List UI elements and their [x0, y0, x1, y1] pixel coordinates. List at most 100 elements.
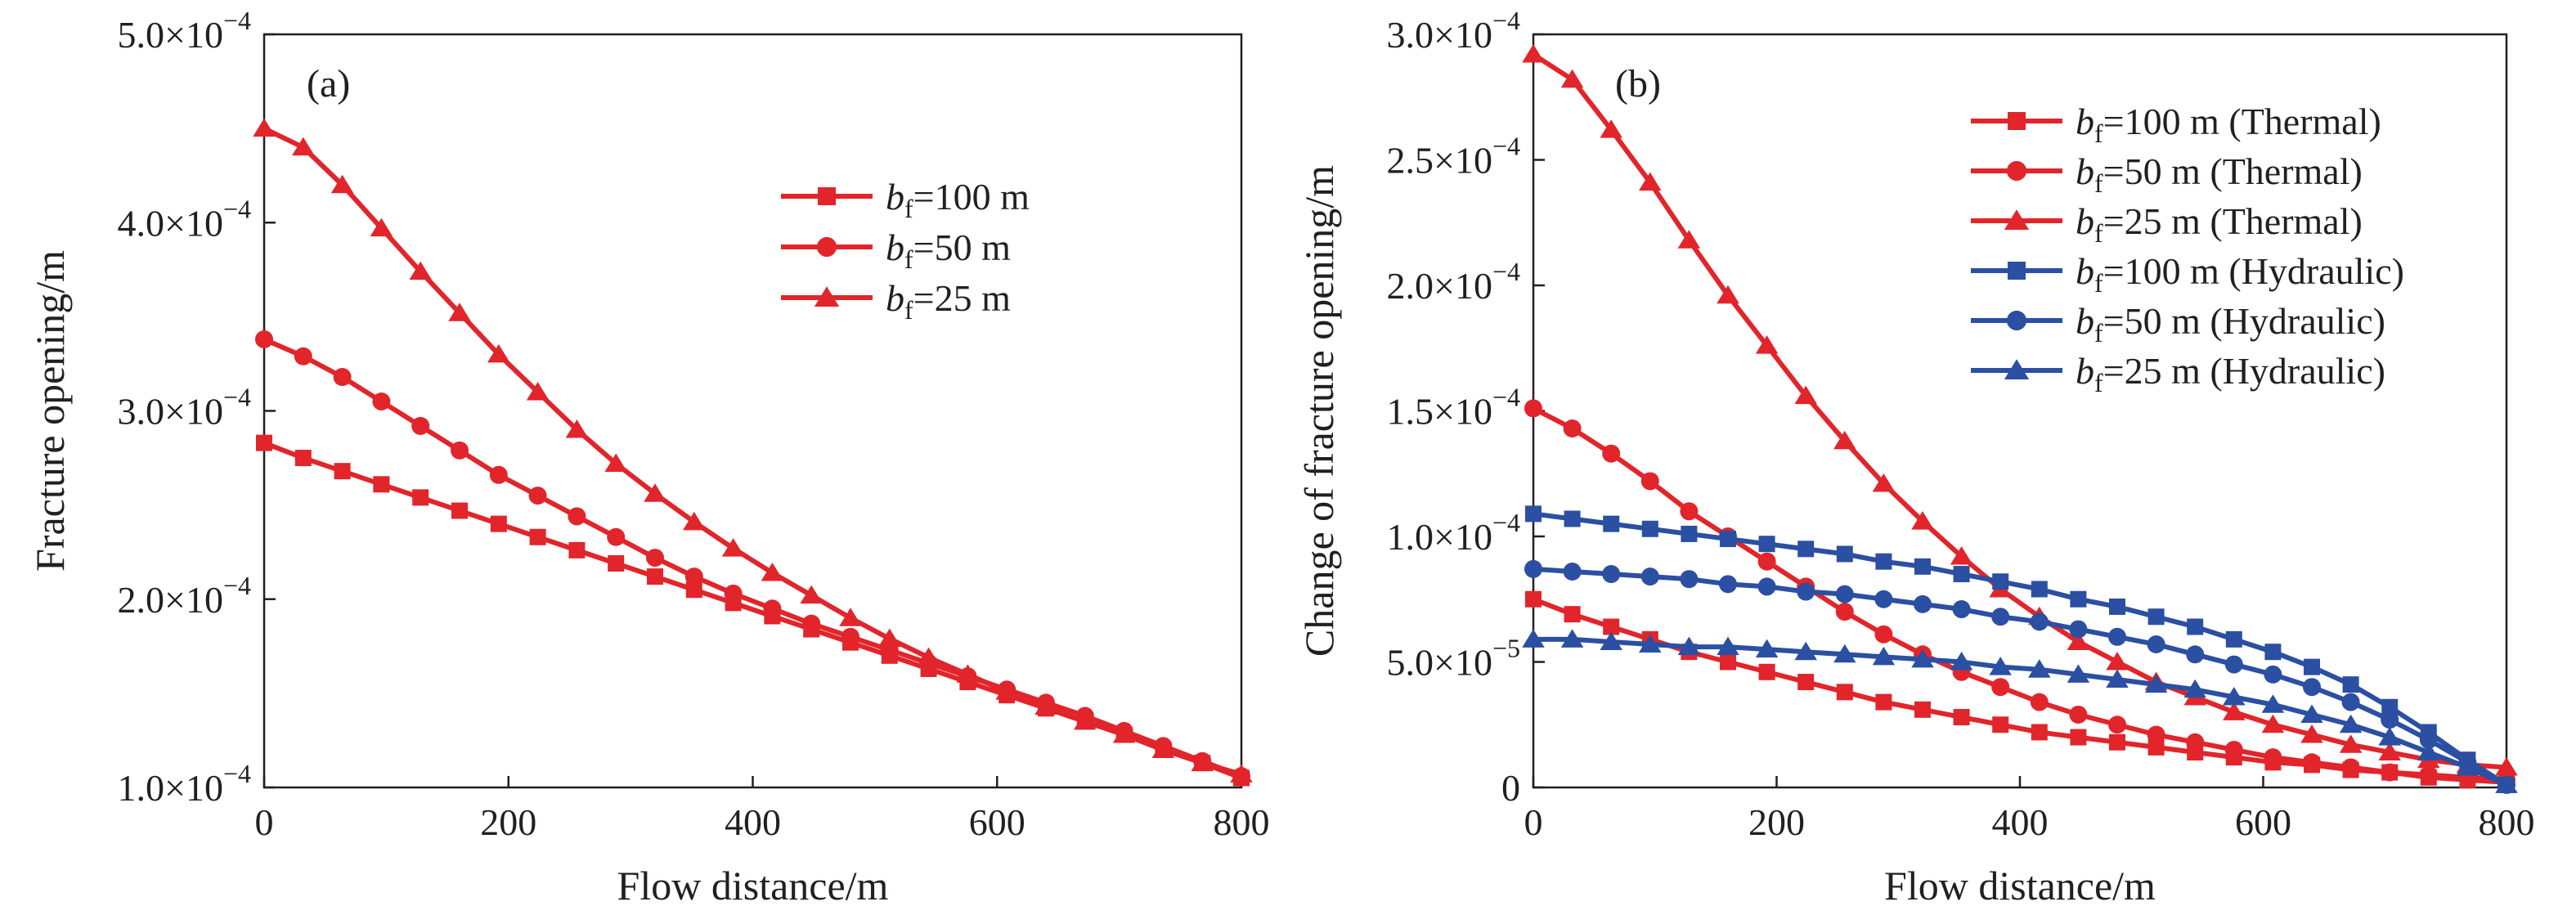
y-tick-exponent: −4: [1492, 508, 1520, 537]
y-tick-label: 2.0×10−4: [1387, 257, 1521, 307]
legend-symbol: b: [2076, 250, 2094, 292]
data-point: [1836, 545, 1853, 563]
data-point: [2456, 756, 2480, 776]
y-tick-label: 2.5×10−4: [1387, 132, 1521, 182]
data-point: [2067, 631, 2090, 650]
data-point: [2223, 686, 2246, 706]
legend-subscript: f: [2094, 168, 2103, 198]
y-tick-label: 5.0×10−4: [118, 6, 252, 56]
data-point: [2070, 729, 2087, 746]
data-point: [1872, 473, 1896, 492]
data-point: [1992, 573, 2009, 590]
data-point: [255, 330, 273, 349]
data-point: [1603, 515, 1620, 532]
data-point: [1835, 585, 1854, 603]
data-point: [256, 434, 272, 451]
data-point: [1874, 590, 1893, 608]
legend-marker: [816, 236, 837, 258]
data-point: [2300, 704, 2323, 723]
data-point: [1602, 444, 1621, 463]
data-point: [1603, 618, 1620, 635]
legend-marker: [2006, 310, 2027, 331]
y-tick-exponent: −4: [223, 571, 251, 600]
data-point: [334, 463, 351, 480]
data-point: [1953, 566, 1970, 583]
data-point: [2147, 738, 2165, 756]
legend-subscript: f: [2094, 218, 2103, 248]
data-point: [685, 581, 702, 599]
data-point: [490, 515, 507, 532]
data-point: [683, 511, 706, 531]
data-point: [2495, 756, 2518, 776]
data-point: [2303, 753, 2321, 772]
data-point: [1836, 684, 1853, 701]
data-point: [2031, 581, 2048, 598]
data-point: [607, 527, 626, 546]
data-point: [2339, 734, 2363, 753]
data-point: [1563, 562, 1582, 581]
data-point: [372, 392, 391, 410]
data-point: [1755, 335, 1779, 354]
legend-symbol: b: [2076, 150, 2094, 192]
y-tick-label: 5.0×10−5: [1387, 634, 1521, 684]
legend-entry: bf=25 m: [886, 277, 1011, 325]
data-point: [1034, 696, 1057, 715]
data-point: [1677, 230, 1701, 249]
data-point: [1600, 119, 1622, 138]
y-tick-exponent: −4: [223, 194, 251, 223]
data-point: [2264, 748, 2282, 767]
data-point: [763, 599, 782, 618]
legend-text: =50 m (Thermal): [2103, 150, 2363, 192]
data-point: [1797, 540, 1815, 558]
data-point: [1602, 565, 1621, 584]
data-point: [995, 681, 1018, 700]
data-point: [2261, 694, 2285, 713]
data-point: [411, 416, 430, 435]
data-point: [1758, 536, 1775, 553]
data-point: [841, 627, 859, 646]
series-line: [1533, 636, 2508, 787]
x-tick-label: 800: [1214, 801, 1270, 843]
data-point: [2031, 724, 2048, 741]
y-tick-exponent: −4: [1492, 257, 1520, 286]
legend-subscript: f: [2094, 268, 2103, 298]
x-tick-label: 0: [255, 801, 274, 843]
x-tick-label: 400: [1992, 801, 2049, 843]
legend-text: =100 m (Hydraulic): [2103, 250, 2404, 292]
data-point: [1522, 44, 1545, 63]
data-point: [253, 118, 276, 137]
x-tick-label: 200: [480, 801, 536, 843]
data-point: [448, 303, 471, 321]
data-point: [917, 647, 940, 666]
legend-text: =25 m (Thermal): [2103, 200, 2363, 242]
data-point: [1833, 430, 1856, 450]
legend-marker: [2008, 262, 2026, 280]
data-point: [724, 584, 743, 603]
data-point: [878, 628, 901, 648]
data-point: [1639, 634, 1662, 653]
data-point: [1112, 724, 1136, 743]
data-point: [2144, 674, 2168, 693]
data-point: [2303, 678, 2321, 697]
y-tick-mantissa: 3.0×10: [118, 391, 223, 433]
legend-entry: bf=50 m: [886, 227, 1011, 274]
data-point: [644, 483, 666, 502]
data-point: [2070, 590, 2087, 608]
legend-subscript: f: [904, 244, 913, 274]
legend-entry: bf=100 m (Thermal): [2076, 101, 2381, 148]
data-point: [1720, 531, 1736, 548]
data-point: [568, 541, 586, 558]
legend-subscript: f: [904, 194, 913, 223]
series-2: [255, 330, 1250, 786]
data-point: [1992, 716, 2009, 733]
data-point: [568, 507, 586, 526]
data-point: [1950, 546, 1973, 565]
data-point: [1794, 385, 1817, 405]
data-point: [1522, 629, 1545, 648]
legend-marker: [2008, 112, 2026, 130]
legend-text: =100 m: [913, 176, 1030, 218]
data-point: [2341, 758, 2360, 777]
legend-entry: bf=25 m (Hydraulic): [2076, 350, 2385, 397]
data-point: [2304, 658, 2320, 675]
